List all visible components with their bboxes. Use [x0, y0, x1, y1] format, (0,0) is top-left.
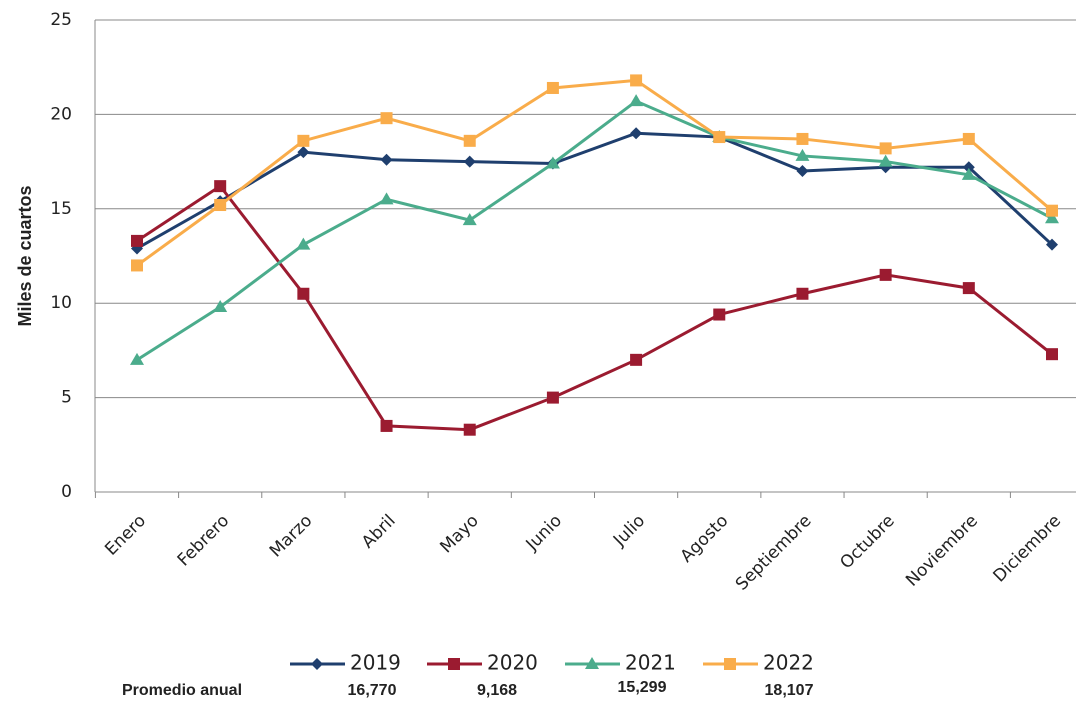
legend-label: 2021	[625, 651, 676, 675]
point	[962, 282, 975, 295]
point	[962, 132, 975, 145]
point	[796, 287, 809, 300]
point	[795, 148, 810, 161]
point	[630, 353, 643, 366]
point	[380, 112, 393, 125]
x-tick-label: Enero	[101, 511, 150, 560]
y-tick-label: 5	[61, 388, 72, 408]
point	[630, 74, 643, 87]
x-tick-label: Diciembre	[990, 511, 1066, 587]
y-tick-label: 10	[50, 293, 72, 313]
legend-label: 2019	[350, 651, 401, 675]
series-line	[136, 131, 1054, 250]
average-value: 15,299	[618, 679, 667, 696]
point	[130, 352, 144, 365]
point	[213, 299, 228, 312]
point	[713, 131, 726, 144]
average-value: 16,770	[348, 682, 397, 699]
y-tick-label: 0	[61, 482, 72, 502]
point	[1046, 204, 1058, 217]
point	[214, 180, 227, 193]
legend-label: 2020	[487, 651, 538, 675]
legend-marker	[448, 658, 460, 670]
point	[214, 199, 227, 212]
point	[546, 81, 559, 94]
x-tick-label: Abril	[358, 511, 400, 553]
average-value: 18,107	[765, 682, 814, 699]
x-tick-label: Noviembre	[902, 511, 982, 591]
point	[961, 167, 976, 180]
series-line	[136, 99, 1053, 362]
point	[546, 391, 559, 404]
x-tick-label: Junio	[522, 511, 566, 555]
point	[879, 142, 892, 155]
point	[462, 213, 477, 226]
point	[713, 308, 726, 321]
point	[1046, 238, 1058, 251]
point	[463, 134, 476, 147]
point	[878, 154, 893, 167]
legend-marker	[585, 657, 599, 669]
point	[545, 156, 560, 169]
series-line	[136, 184, 1053, 432]
average-value: 9,168	[477, 682, 517, 699]
legend-label: 2022	[763, 651, 814, 675]
point	[1046, 348, 1058, 361]
point	[630, 127, 643, 140]
point	[131, 234, 143, 247]
point	[297, 287, 310, 300]
point	[463, 423, 476, 436]
x-tick-label: Octubre	[836, 511, 898, 573]
point	[297, 146, 310, 159]
x-tick-label: Mayo	[436, 511, 482, 557]
point	[297, 134, 310, 147]
point	[879, 268, 892, 281]
point	[296, 237, 311, 250]
x-tick-label: Julio	[609, 511, 649, 551]
y-tick-label: 20	[50, 104, 72, 124]
series-line	[136, 78, 1053, 267]
point	[463, 155, 476, 168]
point	[380, 153, 393, 166]
point	[379, 192, 394, 205]
average-label: Promedio anual	[122, 682, 242, 699]
point	[796, 132, 809, 145]
legend-marker	[724, 658, 736, 670]
point	[1045, 211, 1059, 224]
x-tick-label: Septiembre	[732, 511, 816, 595]
legend-marker	[311, 658, 323, 670]
x-tick-label: Agosto	[677, 511, 733, 567]
x-tick-label: Febrero	[174, 511, 234, 571]
y-axis-label: Miles de cuartos	[15, 185, 35, 326]
point	[962, 161, 975, 174]
point	[629, 94, 644, 107]
y-tick-label: 15	[50, 199, 72, 219]
point	[380, 419, 393, 432]
y-tick-label: 25	[50, 10, 72, 30]
point	[796, 165, 809, 178]
point	[131, 259, 143, 272]
x-tick-label: Marzo	[266, 511, 316, 561]
